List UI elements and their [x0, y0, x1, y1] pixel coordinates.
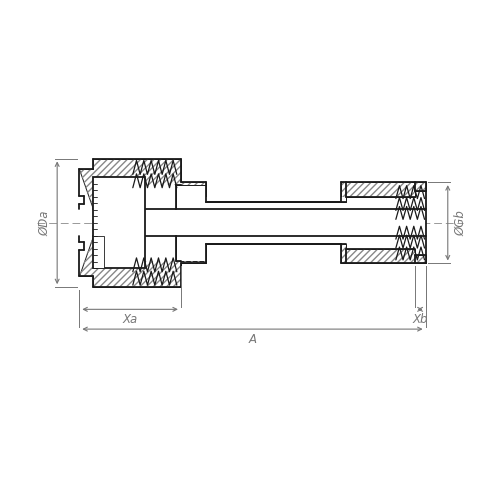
- Polygon shape: [80, 158, 426, 210]
- Bar: [94, 236, 176, 261]
- Text: Xa: Xa: [122, 314, 138, 326]
- Text: A: A: [248, 333, 256, 346]
- Bar: [94, 184, 176, 210]
- Bar: [93, 210, 426, 236]
- Polygon shape: [94, 236, 104, 268]
- Text: ØGb: ØGb: [454, 210, 466, 236]
- Bar: [206, 197, 346, 202]
- Text: ØDa: ØDa: [38, 210, 51, 236]
- Text: Xb: Xb: [412, 314, 428, 326]
- Polygon shape: [80, 236, 426, 287]
- Bar: [94, 178, 145, 268]
